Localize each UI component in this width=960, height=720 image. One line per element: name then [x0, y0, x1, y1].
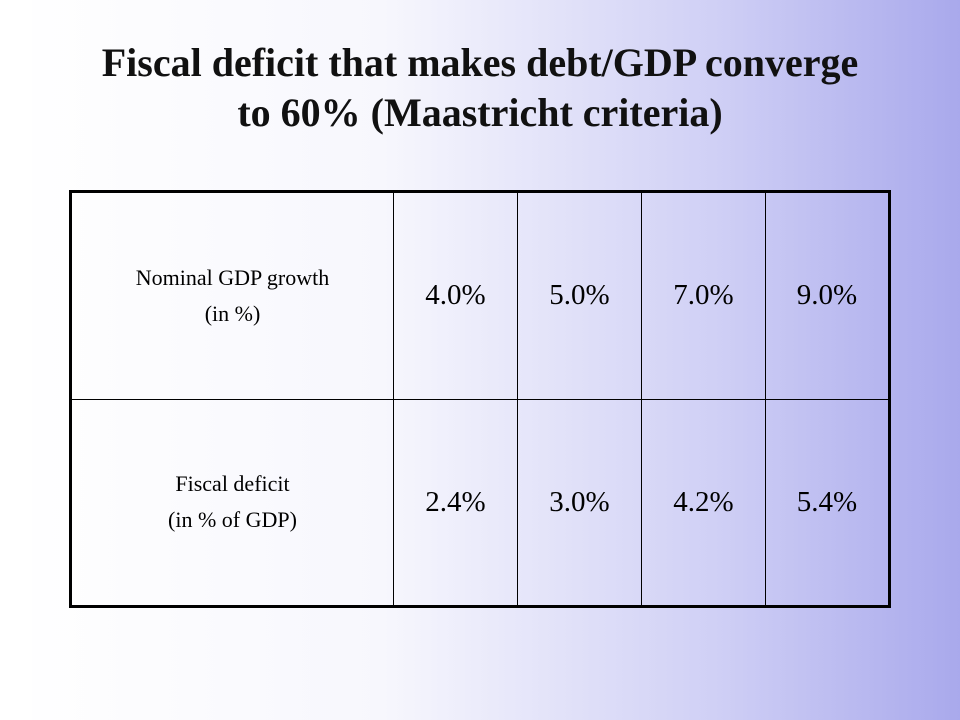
row-header-fiscal-deficit: Fiscal deficit (in % of GDP) [70, 398, 394, 607]
deficit-table: Nominal GDP growth (in %) 4.0% 5.0% 7.0%… [69, 190, 891, 608]
table-cell: 7.0% [641, 191, 766, 400]
table-cell: 2.4% [393, 398, 518, 607]
slide-title: Fiscal deficit that makes debt/GDP conve… [0, 38, 960, 138]
table-cell: 3.0% [517, 398, 642, 607]
row-header-line-1: Fiscal deficit [175, 471, 290, 497]
left-margin-strip [0, 0, 32, 720]
row-header-line-1: Nominal GDP growth [135, 264, 330, 290]
table-cell: 9.0% [765, 191, 890, 400]
row-header-gdp-growth: Nominal GDP growth (in %) [70, 191, 394, 400]
table-cell: 5.4% [765, 398, 890, 607]
row-header-line-2: (in %) [204, 300, 261, 326]
table-cell: 5.0% [517, 191, 642, 400]
table-cell: 4.0% [393, 191, 518, 400]
title-line-2: to 60% (Maastricht criteria) [237, 90, 723, 135]
table-row-gdp-growth: Nominal GDP growth (in %) 4.0% 5.0% 7.0%… [70, 191, 890, 400]
row-header-line-2: (in % of GDP) [168, 507, 297, 533]
title-line-1: Fiscal deficit that makes debt/GDP conve… [101, 40, 859, 85]
table-cell: 4.2% [641, 398, 766, 607]
table-row-fiscal-deficit: Fiscal deficit (in % of GDP) 2.4% 3.0% 4… [70, 398, 890, 607]
